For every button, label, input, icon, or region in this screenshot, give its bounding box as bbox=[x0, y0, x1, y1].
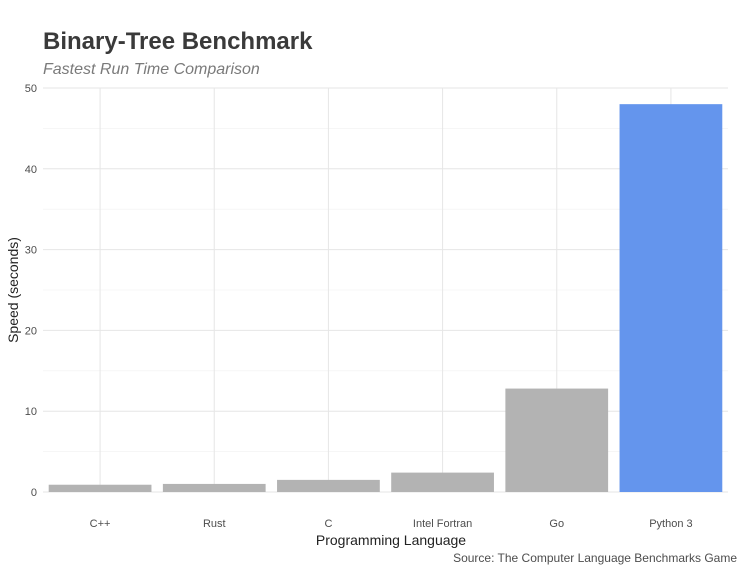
bars bbox=[48, 104, 723, 492]
y-tick-label: 50 bbox=[25, 83, 37, 95]
y-tick-label: 40 bbox=[25, 164, 37, 176]
bar-c bbox=[48, 484, 152, 492]
y-tick-label: 10 bbox=[25, 406, 37, 418]
y-tick-label: 20 bbox=[25, 325, 37, 337]
bar-rust bbox=[162, 483, 266, 492]
bar-python-3 bbox=[619, 104, 723, 492]
chart-title: Binary-Tree Benchmark bbox=[43, 28, 313, 55]
grid-lines bbox=[43, 87, 728, 493]
y-tick-label: 30 bbox=[25, 245, 37, 257]
y-tick-label: 0 bbox=[31, 487, 37, 499]
x-tick-label: C bbox=[324, 518, 332, 530]
x-tick-label: Intel Fortran bbox=[413, 518, 472, 530]
bar-go bbox=[505, 388, 609, 492]
chart-subtitle: Fastest Run Time Comparison bbox=[43, 61, 260, 78]
x-axis-ticks: C++ Rust C Intel Fortran Go Python 3 bbox=[90, 518, 693, 530]
y-axis-title: Speed (seconds) bbox=[5, 237, 21, 343]
source-caption: Source: The Computer Language Benchmarks… bbox=[453, 551, 737, 565]
x-tick-label: Go bbox=[549, 518, 564, 530]
x-axis-title: Programming Language bbox=[316, 532, 466, 548]
bar-c bbox=[277, 479, 380, 492]
x-tick-label: Rust bbox=[203, 518, 226, 530]
x-tick-label: Python 3 bbox=[649, 518, 692, 530]
bar-intel-fortran bbox=[391, 472, 494, 492]
x-tick-label: C++ bbox=[90, 518, 111, 530]
y-axis-ticks: 0 10 20 30 40 50 bbox=[25, 83, 37, 499]
